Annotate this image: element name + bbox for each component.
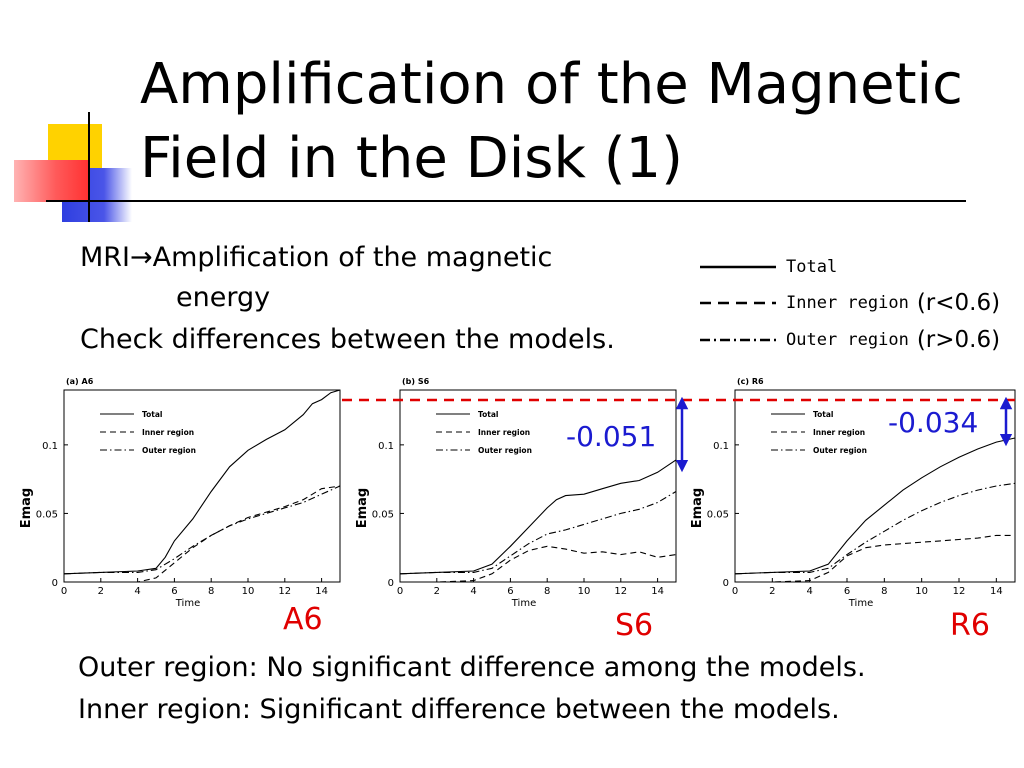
y-tick-label: 0.1 [42, 441, 58, 452]
x-tick-label: 8 [544, 586, 550, 597]
title-underline [46, 200, 966, 202]
title-line-1: Amplification of the Magnetic [140, 52, 963, 117]
series-line-total [399, 459, 677, 575]
y-tick-label: 0.05 [707, 509, 729, 520]
x-tick-label: 6 [844, 586, 850, 597]
diff-label-r6: -0.034 [888, 406, 979, 439]
legend-label: Total [813, 410, 834, 419]
x-axis-label: Time [175, 598, 200, 609]
x-tick-label: 10 [242, 586, 255, 597]
legend-label: Inner region [142, 428, 194, 437]
legend-outer: Outer region (r>0.6) [700, 325, 1000, 355]
diff-label-s6: -0.051 [566, 420, 657, 453]
title-line-2: Field in the Disk (1) [140, 126, 684, 191]
x-tick-label: 2 [434, 586, 440, 597]
legend-swatch-solid [700, 265, 776, 269]
legend-label: Outer region [142, 446, 196, 455]
legend-label: Total [478, 410, 499, 419]
model-label-r6: R6 [950, 608, 990, 643]
deco-red-square [14, 160, 90, 202]
x-tick-label: 12 [614, 586, 627, 597]
x-tick-label: 8 [208, 586, 214, 597]
x-tick-label: 10 [578, 586, 591, 597]
y-tick-label: 0 [723, 578, 729, 589]
deco-vertical-line [88, 112, 90, 222]
x-tick-label: 6 [171, 586, 177, 597]
legend-label: Total [142, 410, 163, 419]
legend-label: Outer region [813, 446, 867, 455]
slide-title: Amplification of the Magnetic Field in t… [140, 48, 963, 196]
legend-label: Outer region [478, 446, 532, 455]
y-tick-label: 0.05 [372, 509, 394, 520]
series-line-outer-region [399, 491, 677, 575]
legend-swatch-dashdot [700, 338, 776, 342]
series-line-total [734, 437, 1016, 575]
y-axis-label: Emag [19, 488, 34, 529]
legend-label: Inner region [478, 428, 530, 437]
chart-title: (c) R6 [737, 377, 764, 386]
legend-total: Total [700, 252, 837, 282]
x-tick-label: 2 [98, 586, 104, 597]
series-line-outer-region [63, 485, 341, 575]
series-line-inner-region [735, 534, 1015, 583]
legend-outer-range: (r>0.6) [916, 327, 1001, 353]
chart-frame [399, 389, 677, 583]
chart-frame [734, 389, 1016, 583]
x-tick-label: 4 [134, 586, 140, 597]
chart-title: (a) A6 [66, 377, 94, 386]
series-line-inner-region [64, 485, 341, 583]
x-axis-label: Time [511, 598, 536, 609]
x-tick-label: 0 [732, 586, 738, 597]
x-tick-label: 2 [769, 586, 775, 597]
model-label-s6: S6 [615, 608, 654, 643]
conclusion-line-2: Inner region: Significant difference bet… [78, 694, 840, 725]
chart-title: (b) S6 [402, 377, 430, 386]
y-tick-label: 0.1 [713, 441, 729, 452]
legend-inner-name: Inner region [786, 293, 909, 313]
y-tick-label: 0 [388, 578, 394, 589]
x-tick-label: 14 [990, 586, 1003, 597]
x-tick-label: 14 [651, 586, 664, 597]
chart-2: (b) S6 0 2 4 6 8 10 12 14 0 0.05 0.1 Time Emag Total In… [355, 377, 677, 609]
y-tick-label: 0.05 [36, 509, 58, 520]
legend-label: Inner region [813, 428, 865, 437]
chart-3: (c) R6 0 2 4 6 8 10 12 14 0 0.05 0.1 Time Emag Total In… [690, 377, 1016, 609]
x-tick-label: 4 [806, 586, 812, 597]
chart-1: (a) A6 0 2 4 6 8 10 12 14 0 0.05 0.1 Time Emag Total In… [19, 377, 341, 609]
legend-total-name: Total [786, 257, 838, 277]
check-line: Check differences between the models. [80, 324, 615, 355]
legend-swatch-dashed [700, 301, 776, 305]
series-line-total [63, 389, 341, 575]
y-axis-label: Emag [690, 488, 705, 529]
x-tick-label: 8 [881, 586, 887, 597]
legend-outer-name: Outer region [786, 330, 909, 350]
x-tick-label: 10 [915, 586, 928, 597]
y-tick-label: 0 [52, 578, 58, 589]
x-tick-label: 0 [397, 586, 403, 597]
x-tick-label: 0 [61, 586, 67, 597]
legend-inner-range: (r<0.6) [916, 290, 1001, 316]
x-axis-label: Time [848, 598, 873, 609]
x-tick-label: 4 [470, 586, 476, 597]
mri-line-1: MRI→Amplification of the magnetic [80, 242, 553, 273]
mri-line-2: energy [176, 282, 271, 313]
series-line-inner-region [400, 545, 677, 583]
x-tick-label: 12 [278, 586, 291, 597]
legend-inner: Inner region (r<0.6) [700, 288, 1000, 318]
conclusion-line-1: Outer region: No significant difference … [78, 652, 866, 683]
x-tick-label: 6 [507, 586, 513, 597]
y-axis-label: Emag [355, 488, 370, 529]
y-tick-label: 0.1 [378, 441, 394, 452]
series-line-outer-region [734, 482, 1016, 575]
model-label-a6: A6 [283, 602, 323, 637]
x-tick-label: 12 [953, 586, 966, 597]
x-tick-label: 14 [315, 586, 328, 597]
